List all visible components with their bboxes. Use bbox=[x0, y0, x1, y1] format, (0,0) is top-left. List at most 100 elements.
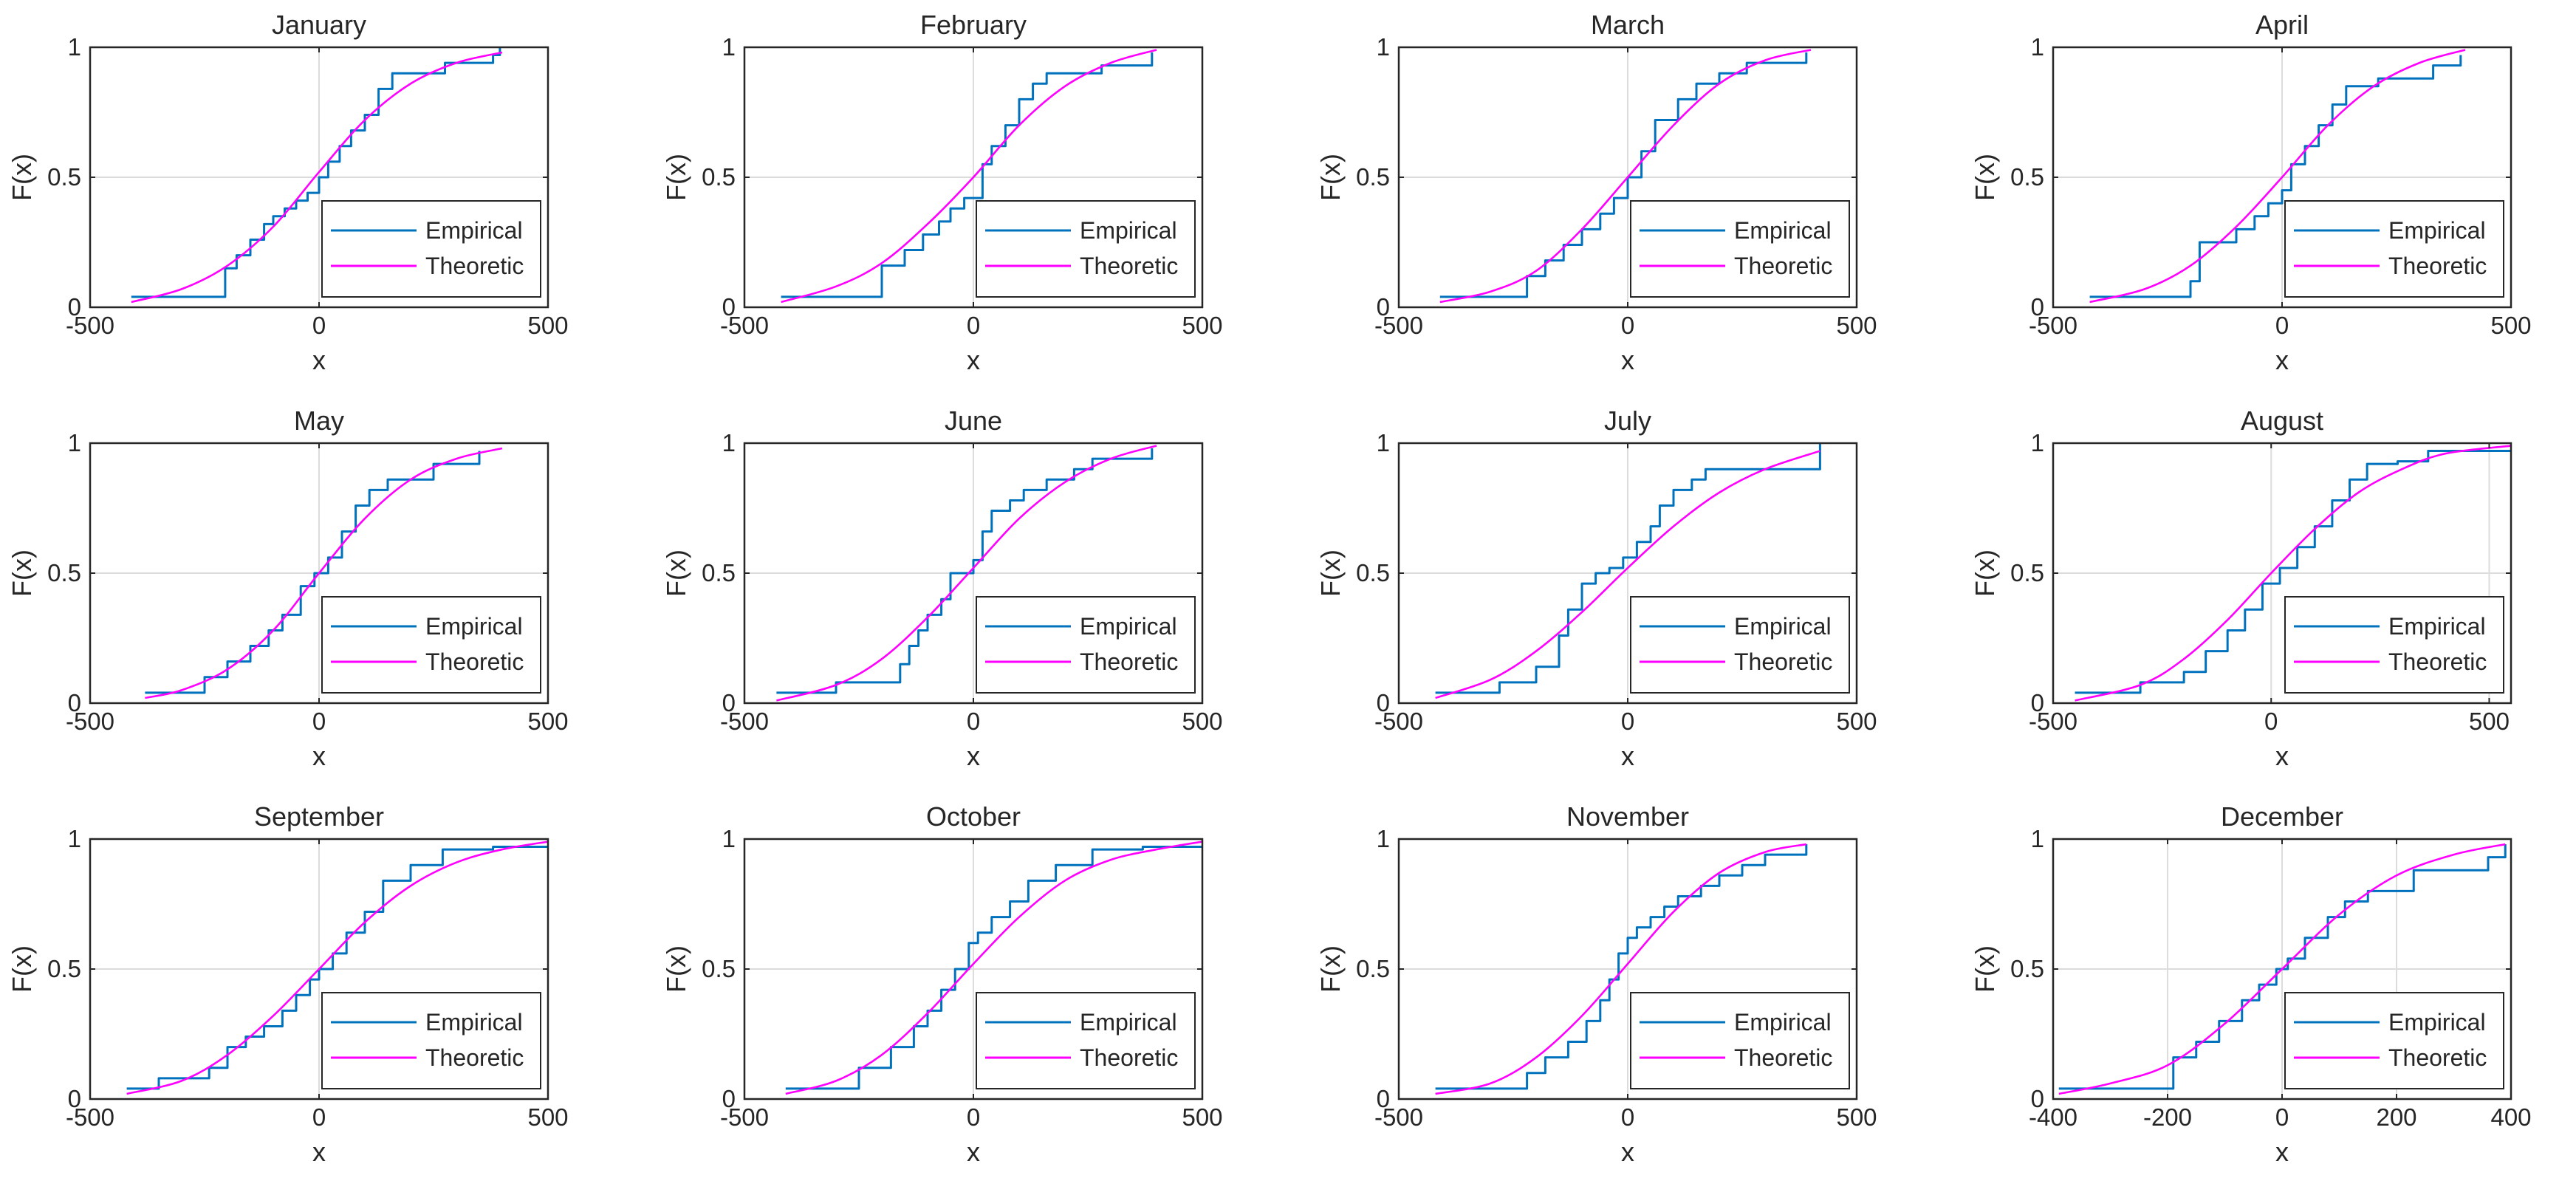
x-tick-label: 500 bbox=[527, 312, 568, 339]
legend: Empirical Theoretic bbox=[976, 992, 1196, 1089]
empirical-legend-label: Empirical bbox=[1734, 217, 1832, 244]
x-tick-label: -500 bbox=[720, 1103, 769, 1131]
subplot-title: July bbox=[1604, 405, 1651, 436]
y-tick-label: 0.5 bbox=[1356, 559, 1390, 586]
y-tick-label: 0.5 bbox=[702, 163, 736, 191]
y-tick-label: 1 bbox=[68, 33, 81, 61]
theoretic-cdf-line bbox=[1439, 49, 1812, 304]
theoretic-legend-label: Theoretic bbox=[2388, 253, 2487, 279]
y-tick-label: 0 bbox=[1377, 293, 1390, 321]
x-axis-label: x bbox=[2275, 1137, 2289, 1167]
y-tick-label: 1 bbox=[2031, 429, 2044, 456]
theoretic-legend-label: Theoretic bbox=[1080, 648, 1178, 675]
subplot-title: June bbox=[945, 405, 1002, 436]
legend-box bbox=[976, 596, 1196, 694]
theoretic-cdf-line bbox=[1435, 450, 1820, 699]
x-tick-label: 500 bbox=[1836, 312, 1877, 339]
legend: Empirical Theoretic bbox=[976, 200, 1196, 298]
subplot-title: October bbox=[926, 801, 1021, 832]
theoretic-legend-label: Theoretic bbox=[1080, 1044, 1178, 1071]
empirical-cdf-line bbox=[776, 448, 1154, 694]
theoretic-legend-label: Theoretic bbox=[425, 253, 524, 279]
legend: Empirical Theoretic bbox=[1630, 992, 1850, 1089]
y-axis-label: F(x) bbox=[1970, 550, 2000, 597]
empirical-legend-label: Empirical bbox=[2388, 613, 2486, 640]
y-tick-label: 0.5 bbox=[1356, 955, 1390, 982]
y-axis-label: F(x) bbox=[661, 945, 691, 993]
y-tick-label: 1 bbox=[722, 429, 736, 456]
x-tick-label: -500 bbox=[1374, 1103, 1423, 1131]
y-axis-label: F(x) bbox=[7, 550, 37, 597]
y-tick-label: 0 bbox=[2031, 1085, 2044, 1112]
y-axis-label: F(x) bbox=[661, 550, 691, 597]
empirical-legend-label: Empirical bbox=[2388, 1009, 2486, 1036]
empirical-cdf-line bbox=[145, 451, 481, 694]
x-tick-label: -500 bbox=[66, 1103, 114, 1131]
theoretic-cdf-line bbox=[2075, 445, 2511, 702]
subplot-december: -400 -200 0 200 400 0 0.5 1 December x F(x) Empiric… bbox=[1970, 801, 2532, 1167]
y-tick-label: 0 bbox=[2031, 689, 2044, 716]
subplot-august: -500 0 50000.51AugustxF(x)EmpiricalTheoret… bbox=[1970, 405, 2512, 771]
legend: Empirical Theoretic bbox=[1630, 596, 1850, 694]
y-tick-label: 1 bbox=[2031, 33, 2044, 61]
x-tick-label: -400 bbox=[2029, 1103, 2077, 1131]
theoretic-legend-label: Theoretic bbox=[425, 1044, 524, 1071]
x-axis-label: x bbox=[2275, 345, 2289, 375]
theoretic-cdf-line bbox=[145, 447, 503, 699]
subplot-title: November bbox=[1566, 801, 1689, 832]
subplot-title: April bbox=[2255, 10, 2309, 40]
x-tick-label: 0 bbox=[1621, 1103, 1634, 1131]
x-tick-label: 400 bbox=[2490, 1103, 2531, 1131]
empirical-cdf-line bbox=[2075, 450, 2511, 694]
y-tick-label: 0 bbox=[68, 1085, 81, 1112]
theoretic-cdf-line bbox=[2058, 843, 2506, 1095]
empirical-legend-label: Empirical bbox=[425, 217, 523, 244]
subplot-title: December bbox=[2221, 801, 2343, 832]
empirical-cdf-line bbox=[2058, 844, 2507, 1090]
x-tick-label: 0 bbox=[1621, 708, 1634, 735]
x-axis-label: x bbox=[967, 741, 980, 771]
subplot-title: August bbox=[2241, 405, 2323, 436]
legend-box bbox=[976, 200, 1196, 298]
y-tick-label: 1 bbox=[2031, 825, 2044, 852]
theoretic-cdf-line bbox=[776, 445, 1157, 702]
legend: Empirical Theoretic bbox=[2284, 992, 2504, 1089]
empirical-cdf-line bbox=[1435, 443, 1821, 694]
x-axis-label: x bbox=[1621, 741, 1634, 771]
legend-box bbox=[321, 596, 541, 694]
legend: Empirical Theoretic bbox=[321, 596, 541, 694]
empirical-cdf-line bbox=[126, 846, 548, 1090]
subplot-november: -500 0 50000.51NovemberxF(x)EmpiricalTheor… bbox=[1315, 801, 1877, 1167]
y-tick-label: 0 bbox=[68, 293, 81, 321]
y-tick-label: 1 bbox=[722, 825, 736, 852]
x-tick-label: 500 bbox=[527, 708, 568, 735]
theoretic-cdf-line bbox=[126, 841, 548, 1095]
empirical-legend-label: Empirical bbox=[1734, 613, 1832, 640]
x-tick-label: 0 bbox=[312, 708, 326, 735]
x-axis-label: x bbox=[967, 1137, 980, 1167]
x-tick-label: -500 bbox=[2029, 708, 2077, 735]
x-tick-label: 0 bbox=[312, 312, 326, 339]
y-tick-label: 0.5 bbox=[47, 163, 81, 191]
y-tick-label: 0 bbox=[1377, 1085, 1390, 1112]
empirical-legend-label: Empirical bbox=[1080, 217, 1177, 244]
subplot-title: March bbox=[1591, 10, 1665, 40]
theoretic-legend-label: Theoretic bbox=[1080, 253, 1178, 279]
legend-box bbox=[2284, 596, 2504, 694]
x-tick-label: 500 bbox=[527, 1103, 568, 1131]
y-axis-label: F(x) bbox=[1315, 945, 1346, 993]
y-tick-label: 1 bbox=[1377, 825, 1390, 852]
y-tick-label: 0 bbox=[2031, 293, 2044, 321]
x-tick-label: -500 bbox=[2029, 312, 2077, 339]
x-tick-label: 0 bbox=[2264, 708, 2278, 735]
x-tick-label: 500 bbox=[1182, 708, 1222, 735]
y-axis-label: F(x) bbox=[7, 154, 37, 201]
theoretic-legend-label: Theoretic bbox=[2388, 648, 2487, 675]
theoretic-cdf-line bbox=[131, 51, 503, 304]
theoretic-legend-label: Theoretic bbox=[1734, 648, 1832, 675]
legend-box bbox=[1630, 596, 1850, 694]
y-tick-label: 1 bbox=[68, 825, 81, 852]
